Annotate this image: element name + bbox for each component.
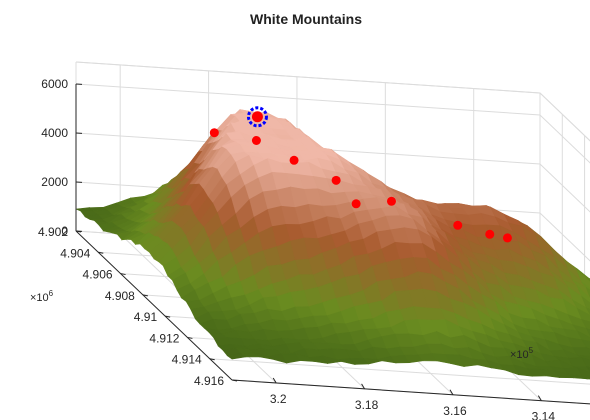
y-tick-5 (187, 336, 193, 339)
x-tick-label-4: 3.2 (270, 392, 287, 406)
x-tick-label-1: 3.14 (532, 410, 556, 420)
z-tick-label-3: 6000 (41, 77, 68, 91)
y-tick-label-2: 4.906 (83, 268, 113, 282)
x-tick-4 (272, 377, 277, 384)
path-marker-8 (502, 233, 512, 243)
y-tick-label-0: 4.902 (38, 225, 68, 239)
z-tick-label-1: 2000 (41, 175, 68, 189)
path-marker-7 (485, 229, 495, 239)
y-tick-7 (231, 379, 238, 382)
grid-box-4 (539, 92, 590, 142)
y-tick-4 (165, 315, 171, 318)
y-tick-2 (120, 273, 126, 276)
x-tick-label-3: 3.18 (355, 398, 379, 412)
path-marker-6 (453, 220, 463, 230)
z-tick-label-0: 0 (61, 224, 68, 238)
x-axis-line (231, 379, 590, 405)
surface-patch (585, 327, 590, 337)
z-tick-label-2: 4000 (41, 126, 68, 140)
y-tick-0 (75, 230, 82, 233)
surface-patch (585, 307, 590, 315)
y-tick-label-1: 4.904 (60, 246, 90, 260)
x-tick-label-2: 3.16 (443, 404, 467, 418)
path-markers (209, 106, 512, 243)
surface-patch (586, 366, 590, 373)
surface-patch (585, 347, 590, 355)
x-tick-1 (537, 395, 542, 401)
y-tick-6 (209, 358, 215, 361)
y-tick-1 (98, 251, 104, 254)
path-marker-0 (209, 128, 219, 138)
summit-marker-ring (246, 106, 268, 128)
y-tick-label-3: 4.908 (105, 289, 135, 303)
terrain-surface (75, 109, 590, 380)
y-tick-3 (142, 294, 148, 297)
y-axis-line (75, 230, 233, 381)
path-marker-3 (331, 175, 341, 185)
surface-patch (585, 286, 590, 299)
y-axis-multiplier: ×106 (30, 289, 54, 304)
y-tick-label-4: 4.91 (134, 310, 158, 324)
grid-y-floor-6 (209, 358, 590, 385)
y-tick-label-6: 4.914 (172, 353, 202, 367)
path-marker-2 (289, 155, 299, 165)
axes (75, 83, 590, 405)
surface-patch (581, 375, 590, 380)
path-marker-5 (386, 196, 396, 206)
path-marker-1 (251, 135, 261, 145)
x-tick-2 (449, 389, 454, 396)
summit-marker (251, 111, 263, 123)
x-axis-multiplier: ×105 (510, 346, 534, 361)
y-tick-label-7: 4.916 (194, 374, 224, 388)
chart-title: White Mountains (250, 11, 362, 27)
tick-labels: 0 2000 4000 6000 4.902 4.904 4.906 4.908 4.91 4.9… (38, 77, 556, 420)
path-marker-4 (351, 199, 361, 209)
x-tick-3 (361, 383, 366, 390)
y-tick-label-5: 4.912 (149, 331, 179, 345)
grid-box-3 (75, 61, 541, 94)
